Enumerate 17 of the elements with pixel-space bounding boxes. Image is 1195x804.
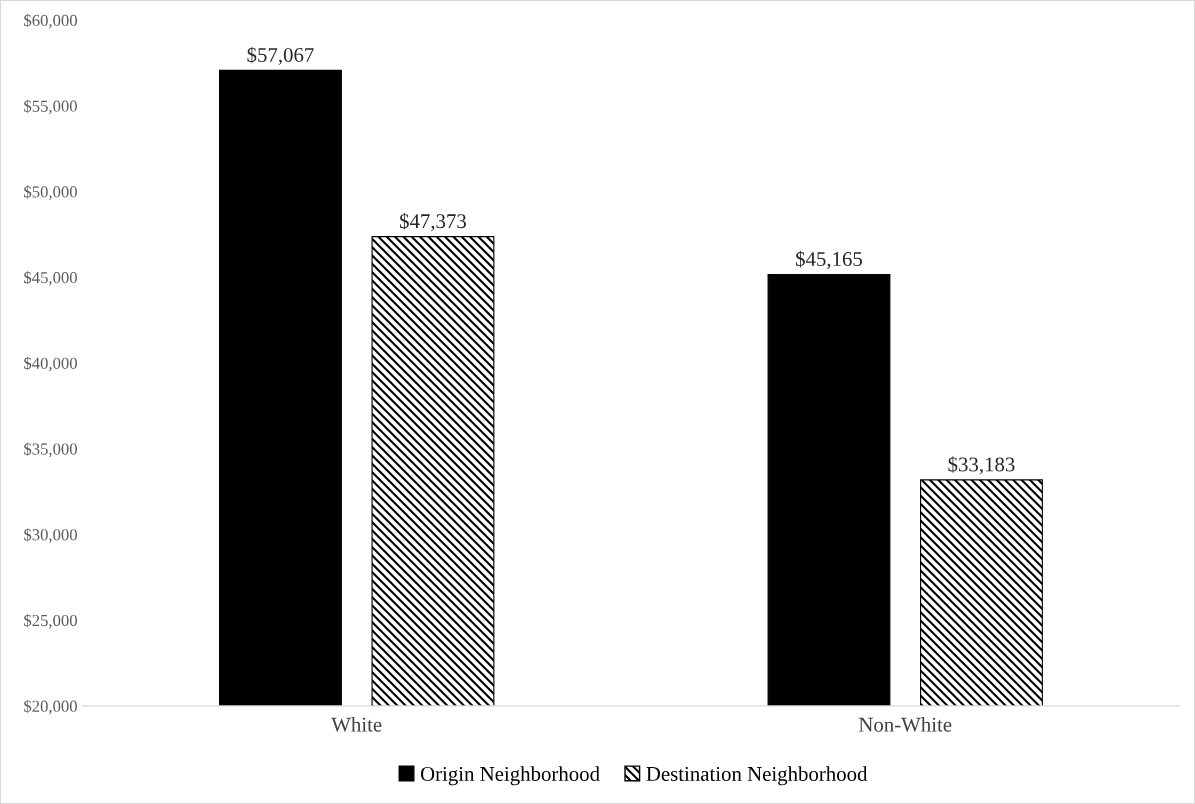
y-tick-label: $45,000	[24, 270, 77, 286]
x-tick-label: Non-White	[858, 717, 952, 732]
y-tick-label: $20,000	[24, 699, 77, 715]
y-tick-label: $35,000	[24, 442, 77, 458]
y-tick-label: $55,000	[24, 99, 77, 115]
x-tick-label: White	[331, 717, 382, 732]
y-tick-label: $30,000	[24, 528, 77, 543]
y-tick-label: $60,000	[24, 13, 77, 29]
data-label: $47,373	[399, 212, 466, 232]
y-tick-label: $50,000	[24, 185, 77, 200]
data-label: $57,067	[247, 46, 314, 65]
legend-label: Origin Neighborhood	[420, 766, 600, 786]
data-label: $45,165	[796, 250, 863, 270]
y-tick-label: $40,000	[24, 356, 77, 372]
data-label: $33,183	[948, 456, 1015, 475]
legend-label: Destination Neighborhood	[646, 766, 868, 786]
y-tick-label: $25,000	[24, 613, 77, 629]
